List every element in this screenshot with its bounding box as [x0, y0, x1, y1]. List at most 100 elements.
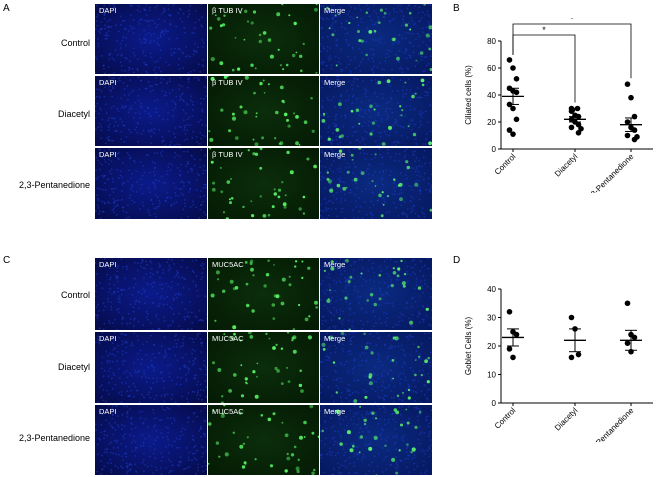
micrograph-tag: Merge: [324, 6, 346, 15]
data-point: [510, 354, 516, 361]
x-tick-label: Diacetyl: [553, 152, 580, 179]
micrograph-merge-diacetyl: Merge: [320, 76, 432, 146]
micrograph-tag: Merge: [324, 78, 346, 87]
micrograph-tag: DAPI: [99, 150, 117, 159]
micrograph-tag: DAPI: [99, 407, 117, 416]
significance-star: *: [542, 25, 546, 35]
data-point: [575, 130, 582, 136]
significance-bracket: [512, 23, 632, 79]
micrograph-merge-pentanedione: Merge: [320, 148, 432, 219]
micrograph-texture: [320, 148, 432, 219]
micrograph-tag: Merge: [324, 334, 346, 343]
micrograph-tag: DAPI: [99, 78, 117, 87]
micrograph-texture: [209, 4, 318, 74]
micrograph-muc5ac-control: MUC5AC: [208, 258, 319, 330]
micrograph-texture: [95, 332, 207, 403]
y-tick-label: 10: [487, 371, 496, 380]
micrograph-tag: DAPI: [99, 260, 117, 269]
panel-label-d: D: [453, 255, 461, 266]
micrograph-tag: β TUB IV: [212, 78, 243, 87]
x-tick-label: 2,3-Pentanedione: [584, 406, 635, 442]
y-tick-label: 60: [487, 64, 496, 73]
y-axis-label: Goblet Cells (%): [464, 317, 473, 376]
micrograph-tag: β TUB IV: [212, 6, 243, 15]
micrograph-merge-diacetyl: Merge: [320, 332, 432, 403]
micrograph-btub-control: β TUB IV: [208, 4, 319, 74]
data-point: [506, 309, 513, 315]
micrograph-tag: β TUB IV: [212, 150, 243, 159]
y-tick-label: 80: [487, 37, 496, 46]
data-point: [631, 136, 638, 143]
data-point: [631, 127, 638, 133]
micrograph-tag: Merge: [324, 407, 346, 416]
micrograph-texture: [209, 148, 317, 219]
data-point: [568, 314, 575, 321]
data-point: [513, 331, 520, 338]
micrograph-texture: [212, 332, 312, 403]
panel-label-c: C: [3, 255, 11, 266]
data-point: [513, 89, 520, 96]
data-point: [631, 334, 638, 341]
micrograph-texture: [95, 258, 207, 330]
micrograph-texture: [95, 148, 207, 219]
row-label-diacetyl-a: Diacetyl: [57, 109, 90, 119]
data-point: [624, 81, 631, 87]
y-tick-label: 20: [487, 118, 496, 127]
micrograph-tag: MUC5AC: [212, 260, 244, 269]
x-tick-label: 2,3-Pentanedione: [584, 152, 635, 193]
micrograph-texture: [320, 258, 432, 330]
data-point: [568, 108, 575, 114]
data-point: [506, 57, 513, 63]
micrograph-dapi-control: DAPI: [95, 258, 207, 330]
data-point: [510, 65, 516, 71]
data-point: [568, 354, 575, 361]
micrograph-merge-control: Merge: [320, 4, 432, 74]
data-point: [624, 300, 631, 307]
data-point: [624, 132, 631, 139]
micrograph-texture: [95, 4, 205, 74]
micrograph-muc5ac-pentanedione: MUC5AC: [208, 405, 319, 475]
micrograph-merge-control: Merge: [320, 258, 432, 330]
y-tick-label: 0: [492, 399, 497, 408]
row-label-pentanedione-c: 2,3-Pentanedione: [18, 433, 90, 443]
goblet-cells-chart: 0 10 20 30 40 Goblet Cells (%) Control Diacetyl…: [464, 285, 653, 442]
micrograph-tag: DAPI: [99, 6, 117, 15]
data-point: [506, 127, 513, 133]
data-point: [506, 346, 513, 352]
row-label-pentanedione-a: 2,3-Pentanedione: [18, 180, 90, 190]
row-label-diacetyl-c: Diacetyl: [57, 362, 90, 372]
ciliated-cells-chart: 0 20 40 60 80 Ciliated cells (%) Control Diacet…: [464, 18, 653, 193]
data-point: [574, 105, 581, 112]
micrograph-dapi-diacetyl: DAPI: [95, 76, 207, 146]
micrograph-texture: [320, 405, 432, 475]
micrograph-tag: MUC5AC: [212, 334, 244, 343]
micrograph-tag: MUC5AC: [212, 407, 244, 416]
micrograph-texture: [320, 4, 432, 74]
data-point: [624, 340, 631, 346]
row-label-control-c: Control: [60, 290, 90, 300]
panel-label-a: A: [3, 3, 10, 14]
y-axis-label: Ciliated cells (%): [464, 65, 473, 125]
micrograph-tag: Merge: [324, 260, 346, 269]
micrograph-dapi-pentanedione: DAPI: [95, 405, 207, 475]
data-point: [575, 121, 582, 128]
data-point: [628, 94, 634, 101]
micrograph-texture: [320, 76, 432, 146]
micrograph-texture: [320, 332, 432, 403]
data-point: [510, 105, 516, 112]
x-tick-label: Control: [493, 152, 518, 177]
significance-bracket: [512, 34, 576, 103]
micrograph-texture: [208, 405, 319, 475]
row-label-control-a: Control: [60, 38, 90, 48]
x-tick-label: Diacetyl: [553, 406, 580, 433]
data-point: [578, 125, 584, 132]
data-point: [513, 76, 520, 82]
micrograph-muc5ac-diacetyl: MUC5AC: [208, 332, 319, 403]
micrograph-texture: [208, 76, 315, 146]
significance-star: *: [570, 18, 574, 24]
data-point: [568, 124, 575, 131]
micrograph-texture: [95, 76, 207, 146]
y-tick-label: 30: [487, 314, 496, 323]
micrograph-texture: [95, 405, 207, 475]
micrograph-dapi-control: DAPI: [95, 4, 207, 74]
